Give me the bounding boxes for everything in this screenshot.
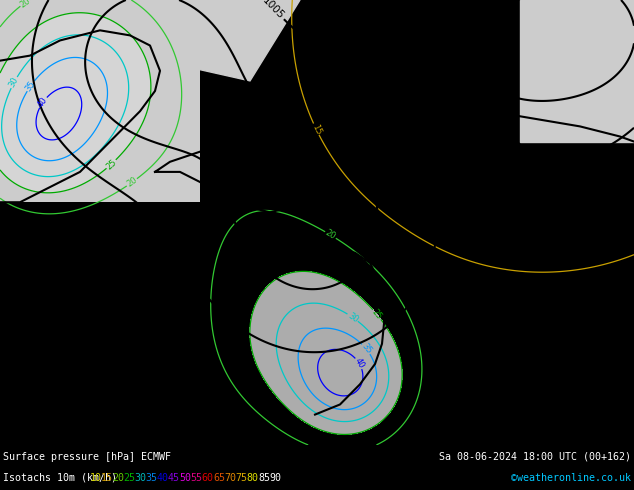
Text: 1015: 1015 (467, 67, 493, 92)
Text: 65: 65 (213, 473, 225, 483)
Text: 15: 15 (101, 473, 113, 483)
Polygon shape (520, 0, 634, 142)
Text: ©weatheronline.co.uk: ©weatheronline.co.uk (511, 473, 631, 483)
Text: 75: 75 (235, 473, 247, 483)
Text: 20: 20 (18, 0, 32, 9)
Text: 30: 30 (134, 473, 146, 483)
Text: 10: 10 (89, 473, 101, 483)
Text: 25: 25 (123, 473, 135, 483)
Text: 40: 40 (353, 357, 366, 370)
FancyBboxPatch shape (0, 0, 200, 202)
Text: 30: 30 (346, 311, 359, 324)
Text: 35: 35 (24, 79, 37, 93)
Text: 20: 20 (125, 176, 139, 189)
Text: Isotachs 10m (km/h): Isotachs 10m (km/h) (3, 473, 123, 483)
Text: 35: 35 (359, 342, 373, 356)
Text: 90: 90 (269, 473, 281, 483)
Text: Surface pressure [hPa] ECMWF: Surface pressure [hPa] ECMWF (3, 452, 171, 462)
Text: 80: 80 (247, 473, 259, 483)
Text: 70: 70 (224, 473, 236, 483)
Text: 40: 40 (157, 473, 169, 483)
Text: 1010: 1010 (434, 88, 458, 115)
Polygon shape (160, 0, 300, 81)
Text: 50: 50 (179, 473, 191, 483)
Text: 1000: 1000 (218, 187, 236, 215)
Text: 60: 60 (202, 473, 214, 483)
Text: 25: 25 (105, 157, 118, 171)
Text: 20: 20 (112, 473, 124, 483)
Text: 45: 45 (168, 473, 180, 483)
Text: 30: 30 (8, 76, 20, 89)
Text: 55: 55 (190, 473, 202, 483)
Text: Sa 08-06-2024 18:00 UTC (00+162): Sa 08-06-2024 18:00 UTC (00+162) (439, 452, 631, 462)
Text: 20: 20 (324, 228, 337, 242)
Text: 1005: 1005 (261, 0, 286, 22)
Text: 15: 15 (310, 122, 323, 136)
Text: 25: 25 (370, 308, 384, 321)
Text: 35: 35 (146, 473, 158, 483)
Text: 40: 40 (36, 96, 49, 109)
Text: 85: 85 (258, 473, 270, 483)
